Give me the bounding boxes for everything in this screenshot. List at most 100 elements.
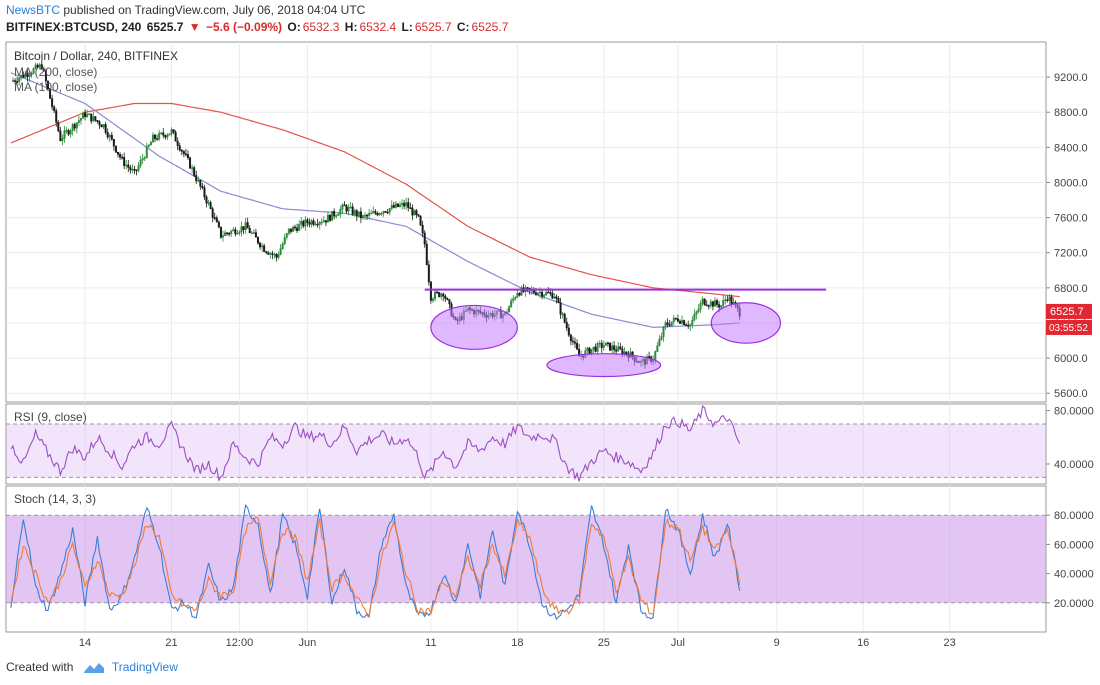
candle-body bbox=[685, 324, 688, 327]
y-tick-label: 8400.0 bbox=[1054, 142, 1088, 154]
y-tick-label: 8000.0 bbox=[1054, 177, 1088, 189]
candle-body bbox=[275, 254, 278, 258]
candle-body bbox=[193, 167, 196, 176]
candle-body bbox=[541, 291, 544, 297]
candle-body bbox=[407, 202, 410, 208]
high-label: H: bbox=[344, 20, 358, 34]
candle-body bbox=[67, 130, 70, 135]
candle-body bbox=[38, 64, 41, 68]
candle-body bbox=[401, 202, 404, 206]
candle-body bbox=[660, 336, 663, 340]
candle-body bbox=[376, 212, 379, 216]
candle-body bbox=[226, 232, 229, 235]
candle-body bbox=[244, 222, 247, 231]
candle-body bbox=[662, 326, 665, 338]
candle-body bbox=[263, 245, 266, 252]
candle-body bbox=[30, 73, 33, 76]
candle-body bbox=[516, 293, 519, 298]
candle-body bbox=[135, 169, 138, 172]
candle-body bbox=[518, 293, 521, 296]
footer: Created with TradingView bbox=[6, 660, 178, 674]
candle-body bbox=[248, 228, 251, 234]
candle-body bbox=[611, 345, 614, 351]
candle-body bbox=[42, 68, 45, 72]
candle-body bbox=[674, 317, 677, 320]
candle-body bbox=[108, 134, 111, 138]
close-label: C: bbox=[456, 20, 470, 34]
change-arrow-icon: ▼ bbox=[188, 20, 201, 34]
candle-body bbox=[182, 151, 185, 155]
candle-body bbox=[160, 132, 163, 135]
candle-body bbox=[289, 228, 292, 232]
candle-body bbox=[168, 133, 171, 136]
stoch-pane-title: Stoch (14, 3, 3) bbox=[14, 492, 96, 506]
candle-body bbox=[370, 212, 373, 215]
candle-body bbox=[279, 248, 282, 255]
candle-body bbox=[703, 298, 706, 306]
y-tick-label: 5600.0 bbox=[1054, 388, 1088, 400]
candle-body bbox=[86, 113, 89, 117]
candle-body bbox=[672, 317, 675, 323]
candle-body bbox=[294, 226, 297, 229]
candle-body bbox=[59, 130, 62, 141]
tradingview-link[interactable]: TradingView bbox=[111, 660, 178, 674]
candle-body bbox=[137, 165, 140, 171]
candle-body bbox=[63, 130, 66, 139]
candle-body bbox=[69, 130, 72, 135]
candle-body bbox=[561, 313, 564, 316]
candle-body bbox=[557, 298, 560, 303]
candle-body bbox=[691, 319, 694, 325]
candle-body bbox=[176, 140, 179, 146]
candle-body bbox=[429, 281, 432, 301]
candle-body bbox=[681, 320, 684, 324]
candle-body bbox=[415, 210, 418, 215]
candle-body bbox=[129, 167, 132, 171]
publisher-link[interactable]: NewsBTC bbox=[6, 3, 61, 17]
candle-body bbox=[335, 215, 338, 217]
candle-body bbox=[726, 299, 729, 301]
candle-body bbox=[711, 301, 714, 307]
candle-body bbox=[238, 231, 241, 234]
y-tick-label: 6000.0 bbox=[1054, 353, 1088, 365]
candle-body bbox=[555, 296, 558, 299]
candle-body bbox=[102, 124, 105, 128]
candle-body bbox=[116, 151, 119, 155]
candle-body bbox=[384, 211, 387, 213]
price-legend-entry: MA (100, close) bbox=[14, 80, 97, 94]
rsi-y-tick-label: 40.0000 bbox=[1054, 459, 1094, 471]
candle-body bbox=[224, 232, 227, 236]
rsi-y-tick-label: 80.0000 bbox=[1054, 406, 1094, 418]
candle-body bbox=[234, 229, 237, 235]
x-tick-label: 9 bbox=[774, 637, 780, 649]
candle-body bbox=[600, 342, 603, 348]
candle-body bbox=[382, 211, 385, 214]
candle-body bbox=[205, 196, 208, 204]
candle-body bbox=[442, 293, 445, 297]
candle-body bbox=[718, 304, 721, 308]
created-with-text: Created with bbox=[6, 660, 74, 674]
candle-body bbox=[549, 292, 552, 294]
candle-body bbox=[347, 207, 350, 212]
candle-body bbox=[164, 135, 167, 138]
candle-body bbox=[699, 303, 702, 310]
chart-header: NewsBTC published on TradingView.com, Ju… bbox=[0, 0, 1100, 40]
candle-body bbox=[608, 342, 611, 351]
candle-body bbox=[588, 347, 591, 355]
low-label: L: bbox=[401, 20, 413, 34]
candle-body bbox=[61, 138, 64, 141]
candle-body bbox=[217, 221, 220, 228]
candle-body bbox=[339, 209, 342, 215]
candle-body bbox=[306, 219, 309, 223]
candle-body bbox=[211, 208, 214, 218]
candle-body bbox=[57, 122, 60, 132]
candle-body bbox=[127, 164, 130, 168]
candle-body bbox=[567, 327, 570, 336]
last-price: 6525.7 bbox=[146, 20, 184, 34]
candle-body bbox=[693, 313, 696, 321]
candle-body bbox=[648, 356, 651, 358]
candle-body bbox=[392, 205, 395, 208]
candle-body bbox=[409, 207, 412, 209]
candle-body bbox=[598, 342, 601, 345]
candle-body bbox=[553, 296, 556, 299]
